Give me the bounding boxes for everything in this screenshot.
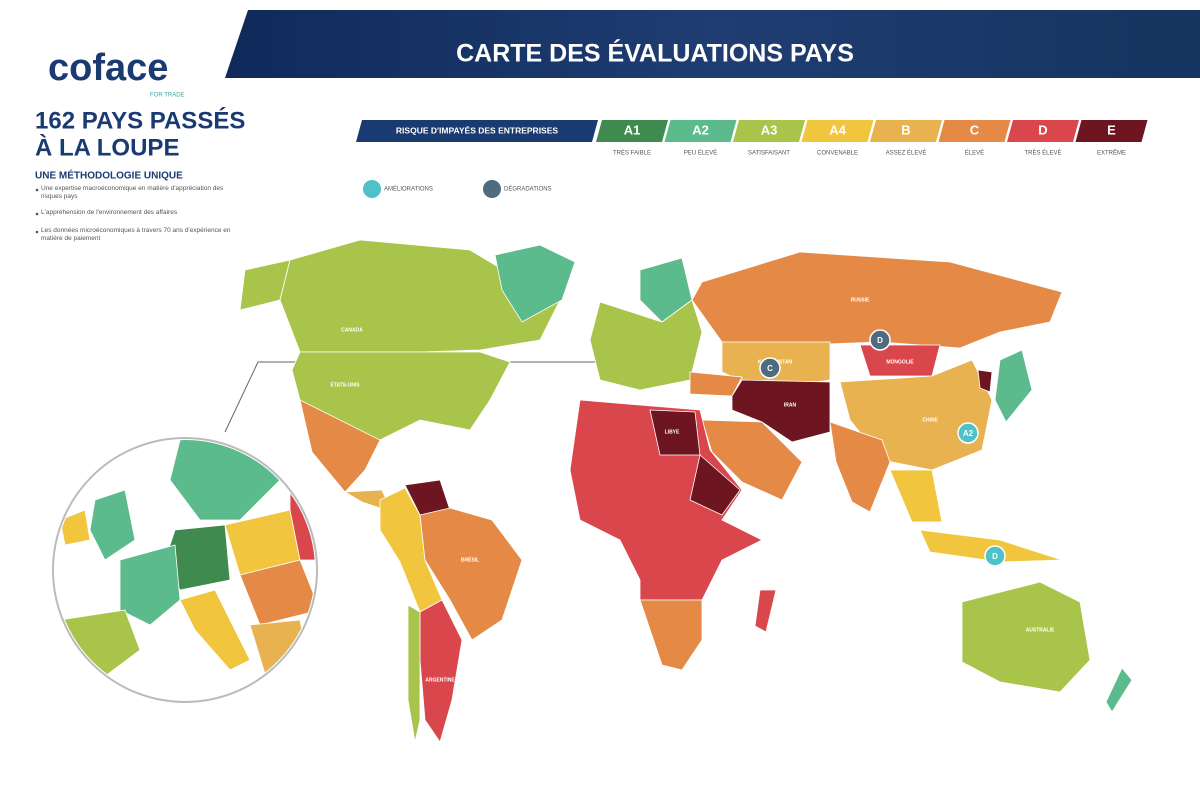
grade-label: TRÈS FAIBLE	[613, 150, 651, 157]
rating-badge	[957, 422, 979, 444]
page-title: CARTE DES ÉVALUATIONS PAYS	[456, 39, 854, 68]
country	[407, 604, 421, 743]
grade-chip	[870, 120, 942, 142]
rating-badge	[869, 329, 891, 351]
country	[419, 599, 463, 743]
grade-code: A3	[761, 122, 778, 137]
badge-text: C	[767, 364, 773, 373]
grade-code: E	[1107, 122, 1116, 137]
country-label: ARGENTINE	[425, 677, 455, 683]
marker-swatch	[363, 180, 381, 198]
heading: À LA LOUPE	[35, 133, 179, 161]
grade-chip	[1007, 120, 1079, 142]
country	[961, 581, 1091, 693]
grade-code: D	[1038, 122, 1047, 137]
bullet-text: L'appréhension de l'environnement des af…	[41, 209, 178, 216]
legend-title-bar	[356, 120, 598, 142]
country	[569, 399, 763, 601]
bullet: Une expertise macroéconomique en matière…	[41, 185, 224, 200]
legend: RISQUE D'IMPAYÉS DES ENTREPRISES A1 TRÈS …	[356, 120, 1148, 198]
country	[754, 589, 777, 633]
bullet-dot	[35, 230, 39, 234]
grade-code: A4	[829, 122, 846, 137]
grade-code: C	[970, 122, 980, 137]
country	[889, 469, 943, 523]
bullet: Les données microéconomiques à travers 7…	[41, 227, 231, 242]
logo: coface	[48, 47, 168, 89]
country	[419, 507, 523, 641]
grade-chip	[664, 120, 737, 142]
grade-label: PEU ÉLEVÉ	[684, 150, 717, 157]
country	[1105, 667, 1133, 713]
heading: 162 PAYS PASSÉS	[35, 106, 245, 134]
bullet-text: Une expertise macroéconomique en matière…	[41, 185, 224, 200]
country-label: MONGOLIE	[886, 359, 914, 365]
country	[119, 544, 181, 626]
country	[59, 509, 91, 546]
bullet: L'appréhension de l'environnement des af…	[41, 209, 178, 216]
grade-chip	[1075, 120, 1148, 142]
logo-tagline: FOR TRADE	[150, 93, 185, 99]
zoom-line	[224, 361, 259, 433]
marker-label: AMÉLIORATIONS	[384, 186, 433, 193]
badge-text: D	[877, 336, 883, 345]
badge-text: D	[992, 552, 998, 561]
grade-label: ASSEZ ÉLEVÉ	[886, 150, 927, 157]
country-label: CHINE	[922, 417, 938, 423]
country	[179, 589, 251, 671]
country	[239, 559, 315, 626]
country	[829, 421, 891, 513]
grade-code: A2	[692, 122, 709, 137]
country	[291, 351, 511, 441]
country	[994, 349, 1033, 423]
world-map	[239, 239, 1133, 743]
grade-code: A1	[624, 122, 641, 137]
country	[639, 599, 703, 671]
country-label: ÉTATS-UNIS	[330, 380, 360, 388]
header-banner	[225, 10, 1200, 78]
country-label: LIBYE	[665, 429, 680, 435]
country	[494, 244, 576, 323]
country-label: CANADA	[341, 327, 363, 333]
grade-chip	[733, 120, 805, 142]
country-label: RUSSIE	[851, 297, 870, 303]
country	[731, 379, 831, 443]
grade-chip	[801, 120, 874, 142]
country	[279, 239, 561, 353]
rating-badge	[984, 545, 1006, 567]
grade-chip	[938, 120, 1011, 142]
rating-badge	[759, 357, 781, 379]
grade-code: B	[901, 122, 910, 137]
grade-label: SATISFAISANT	[748, 151, 790, 157]
country-label: IRAN	[784, 402, 797, 408]
bullet-dot	[35, 212, 39, 216]
grade-label: TRÈS ÉLEVÉ	[1024, 150, 1061, 157]
country	[919, 529, 1063, 563]
grade-label: CONVENABLE	[817, 151, 858, 157]
grade-label: ÉLEVÉ	[965, 150, 984, 157]
country-label: BRÉSIL	[461, 555, 479, 563]
country	[691, 251, 1063, 349]
country-label: AUSTRALIE	[1026, 627, 1055, 633]
bullet-text: Les données microéconomiques à travers 7…	[41, 227, 231, 242]
country	[977, 369, 993, 393]
marker-swatch	[483, 180, 501, 198]
country	[299, 399, 381, 493]
grade-chip	[596, 120, 668, 142]
country	[89, 489, 136, 561]
legend-title: RISQUE D'IMPAYÉS DES ENTREPRISES	[396, 125, 558, 135]
badge-text: A2	[963, 429, 974, 438]
country	[589, 299, 703, 391]
country	[689, 454, 741, 516]
marker-label: DÉGRADATIONS	[504, 186, 552, 193]
subheading: UNE MÉTHODOLOGIE UNIQUE	[35, 169, 183, 182]
bullet-dot	[35, 188, 39, 192]
grade-label: EXTRÊME	[1097, 149, 1126, 157]
